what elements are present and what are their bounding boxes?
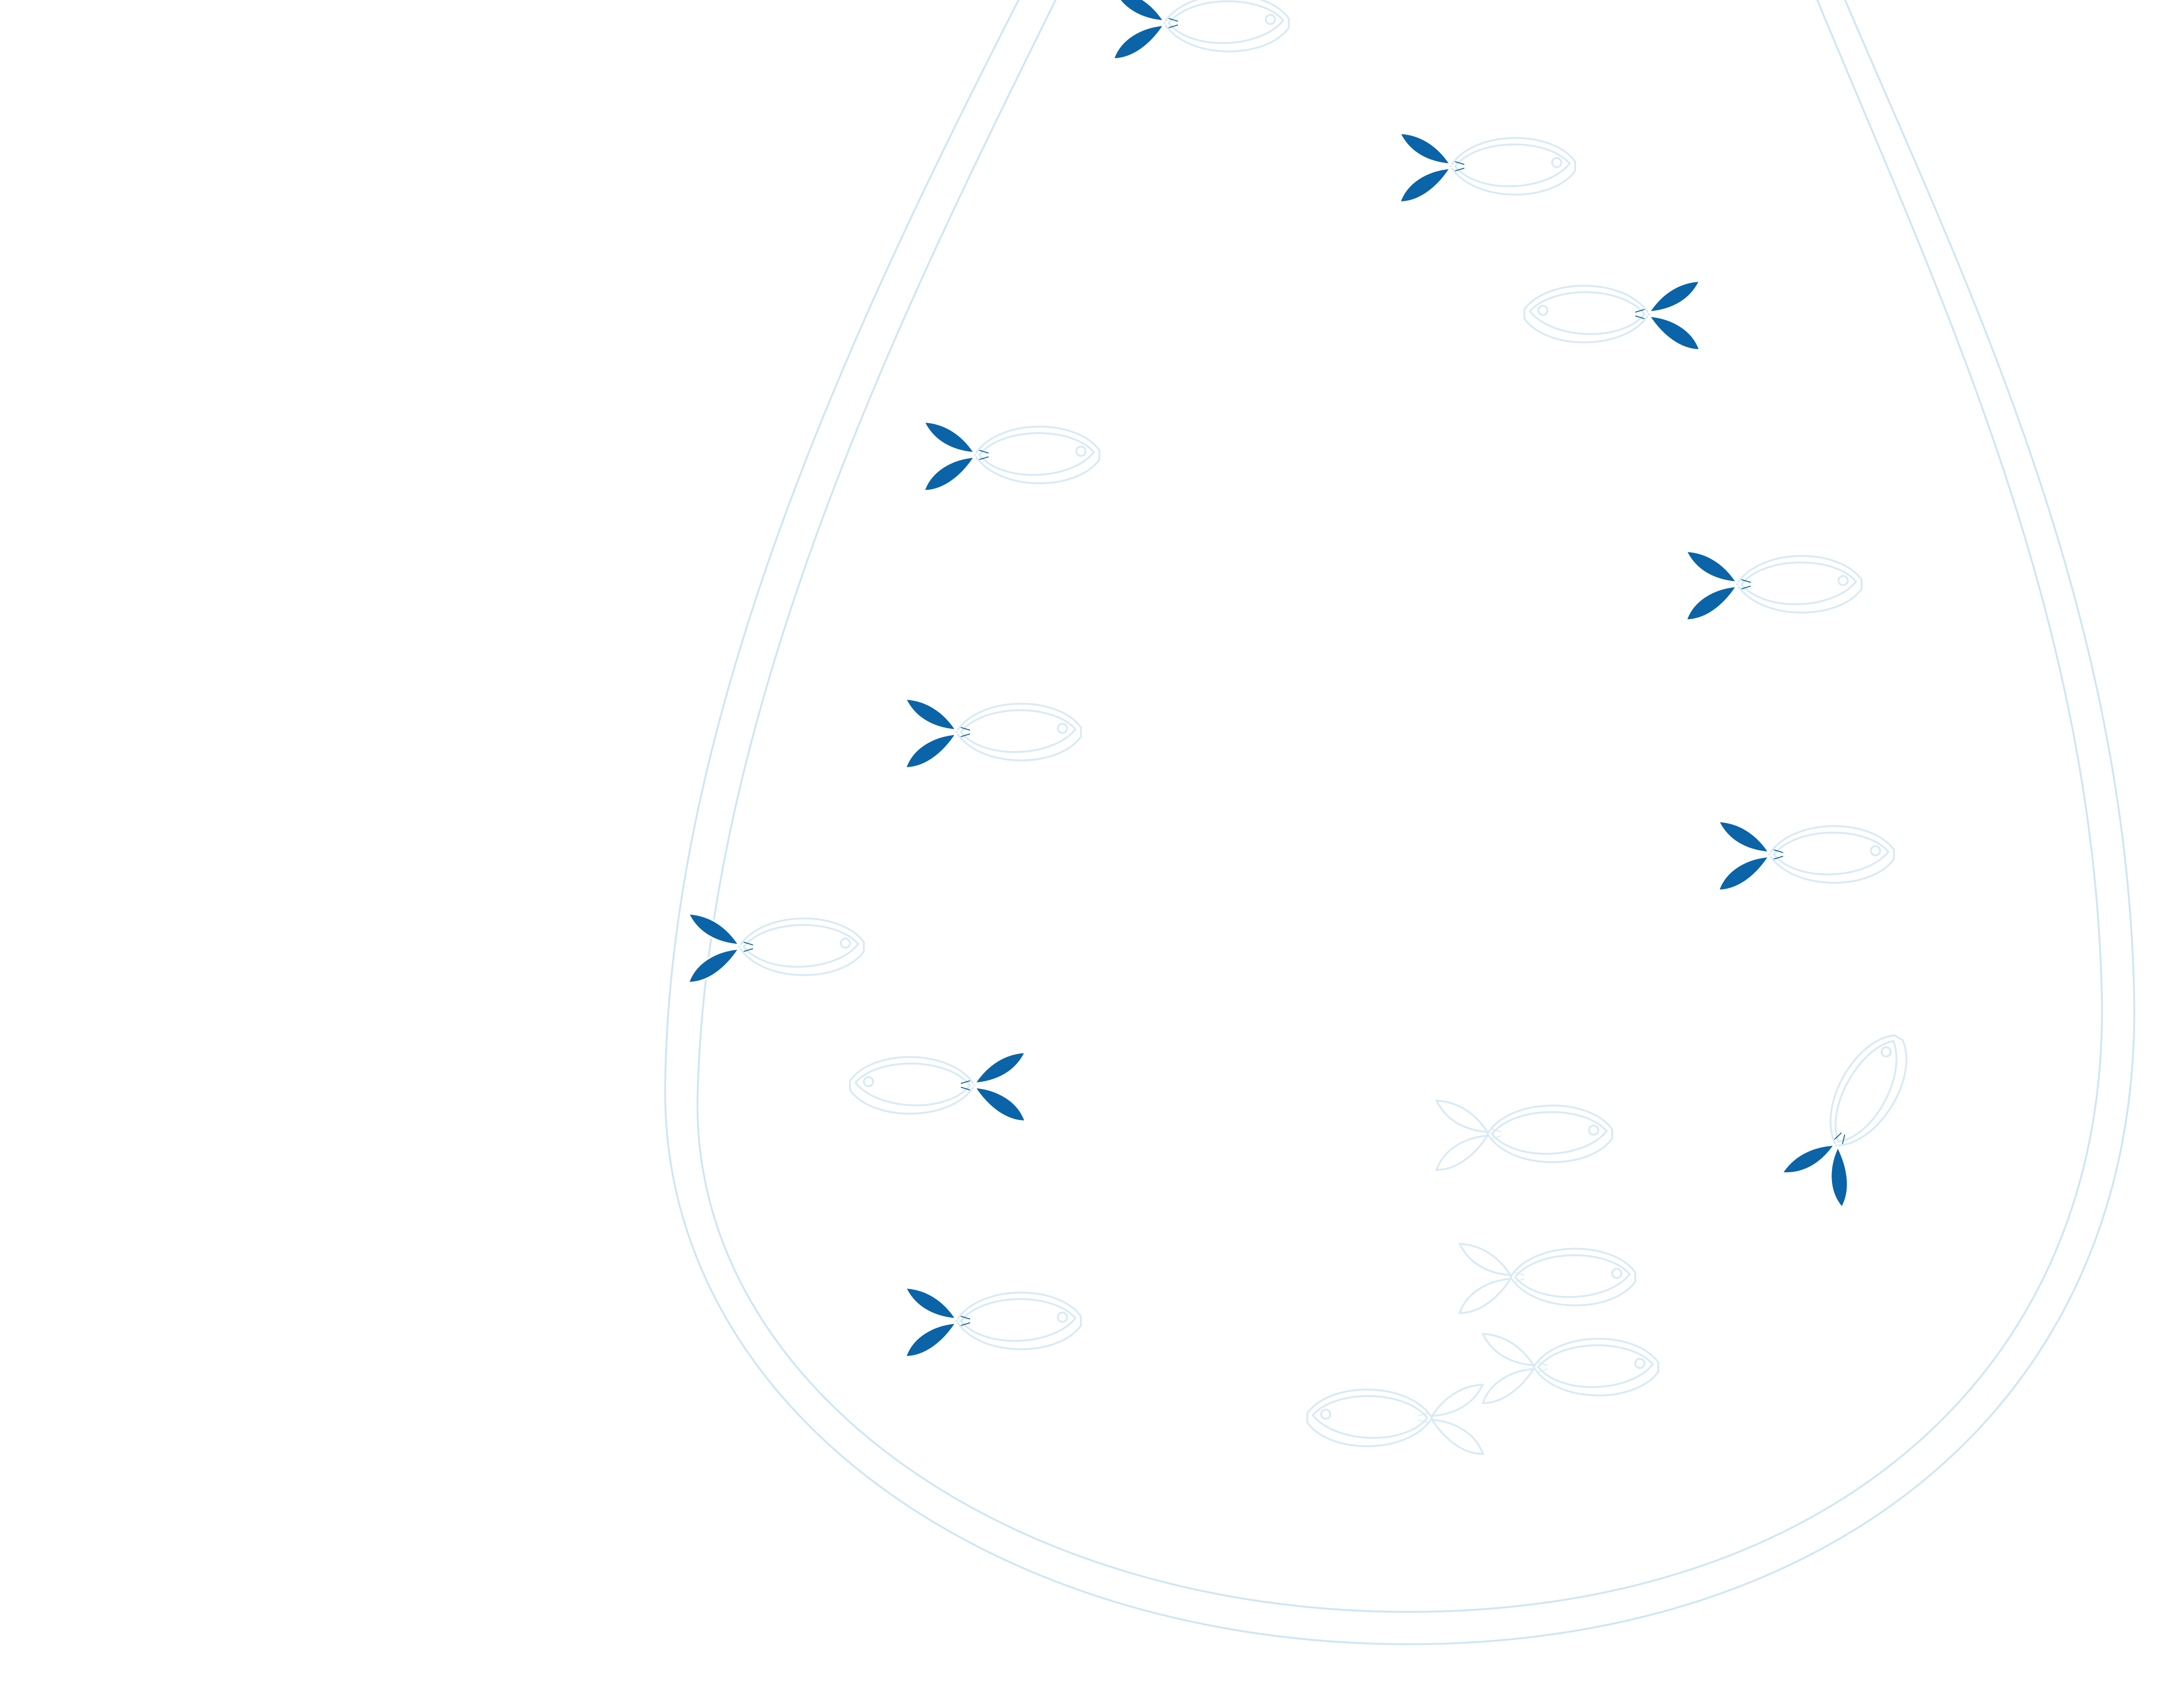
fish-fin (1492, 1129, 1502, 1139)
fish-tail-lower (1458, 1277, 1512, 1314)
fish-15 (1306, 1383, 1485, 1455)
fish-eye (863, 1076, 874, 1087)
fish-8 (686, 912, 865, 984)
fish-tail-upper (922, 420, 977, 454)
fish-body-inner (978, 432, 1095, 476)
fish-14 (1481, 1332, 1659, 1404)
fish-tail-lower (922, 455, 977, 492)
fish-eye (840, 938, 851, 949)
fish-tail-upper (1398, 132, 1452, 166)
fish-2 (1398, 132, 1576, 204)
fish-tail-lower (1685, 585, 1739, 622)
fish-10 (1435, 1099, 1613, 1171)
fish-eye (1634, 1358, 1645, 1369)
fish-eye (1838, 575, 1849, 586)
fish-eye (1057, 723, 1068, 734)
fish-tail-lower (687, 947, 741, 984)
fish-body-inner (1311, 1395, 1429, 1439)
fish-tail-lower (1430, 1418, 1484, 1455)
fish-tail-lower (1435, 1134, 1489, 1171)
fish-body-inner (959, 1298, 1077, 1342)
fish-tail-upper (973, 1051, 1027, 1085)
fish-1 (1112, 0, 1290, 61)
fish-eye (1265, 14, 1276, 25)
fish-tail-lower (1830, 1144, 1849, 1210)
fish-tail-upper (1458, 1242, 1512, 1277)
fish-tail-lower (1481, 1368, 1535, 1404)
fish-body-inner (1514, 1254, 1631, 1298)
fish-fin (960, 727, 971, 737)
fish-eye (1320, 1409, 1331, 1420)
fish-body-inner (1491, 1111, 1608, 1155)
fish-eye (1057, 1312, 1068, 1323)
fish-tail-upper (1435, 1099, 1489, 1133)
fish-body (1830, 1034, 1907, 1147)
fish-eye (1870, 845, 1881, 856)
fish-body-inner (1537, 1344, 1654, 1388)
fish-tail-upper (1717, 820, 1771, 854)
fish-tail-lower (1647, 315, 1701, 351)
fish-body-inner (1454, 143, 1571, 188)
fish-3 (1523, 279, 1702, 351)
fish-body-inner (1740, 561, 1857, 605)
fish-tail-lower (904, 733, 958, 769)
fish-body-inner (1529, 291, 1646, 335)
fish-tail-upper (904, 697, 958, 732)
fish-tail-upper (1647, 279, 1702, 314)
fish-tail-lower (904, 1321, 958, 1358)
fish-fin (1741, 579, 1751, 589)
fish-eye (1551, 157, 1562, 168)
fish-eye (1881, 1046, 1892, 1058)
fish-eye (1537, 305, 1548, 316)
fish-body-inner (854, 1062, 971, 1107)
fish-4 (922, 420, 1100, 492)
fish-fin (1834, 1132, 1845, 1144)
fish-13 (1458, 1242, 1636, 1314)
fish-tail-upper (904, 1286, 958, 1320)
fish-fin (979, 450, 989, 460)
fish-school (686, 0, 1907, 1455)
fish-body-inner (1834, 1040, 1898, 1143)
fish-tail-lower (1112, 24, 1166, 61)
fish-12 (904, 1286, 1082, 1358)
fish-body-inner (1772, 831, 1890, 876)
fish-tail-upper (686, 912, 741, 946)
fish-11 (1780, 1034, 1907, 1210)
fish-6 (904, 697, 1082, 769)
fish-eye (1588, 1125, 1599, 1136)
fish-tail-upper (1684, 550, 1739, 584)
fish-fin (1635, 309, 1645, 319)
fish-fin (1538, 1362, 1548, 1372)
fish-5 (1684, 550, 1862, 622)
fish-fin (743, 942, 753, 952)
fish-tail-lower (973, 1086, 1027, 1123)
fish-eye (1075, 446, 1086, 457)
fish-eye (1611, 1268, 1622, 1279)
fish-fin (1418, 1413, 1428, 1423)
fish-tail-upper (1481, 1332, 1535, 1367)
fish-tail-upper (1430, 1383, 1485, 1417)
fish-fin (1168, 18, 1178, 28)
fish-tail-upper (1780, 1144, 1837, 1174)
fish-tail-lower (1717, 855, 1771, 892)
fish-fin (1515, 1272, 1525, 1282)
fish-fin (960, 1080, 971, 1090)
fish-body-inner (1167, 0, 1285, 44)
fish-7 (1717, 820, 1895, 892)
bottle-inner-outline (696, 0, 2103, 1613)
fish-tail-upper (1118, 0, 1166, 23)
fish-fin (960, 1316, 971, 1326)
fish-9 (849, 1051, 1027, 1123)
fish-body-inner (959, 709, 1077, 753)
fish-fin (1773, 849, 1784, 860)
fish-body-inner (742, 924, 860, 968)
fish-fin (1455, 161, 1465, 171)
fish-tail-lower (1398, 167, 1452, 204)
